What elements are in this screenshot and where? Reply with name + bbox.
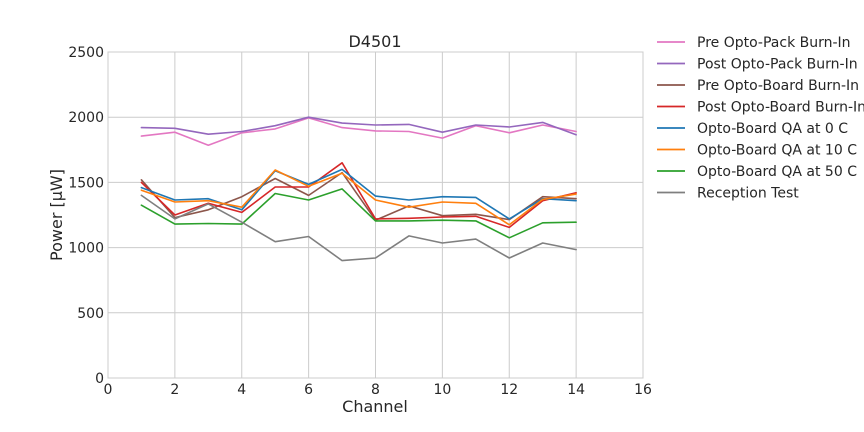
plot-area xyxy=(107,51,644,379)
legend-entry-label: Opto-Board QA at 50 C xyxy=(697,164,857,180)
legend-entry-label: Reception Test xyxy=(697,186,799,202)
x-tick-label: 2 xyxy=(170,382,179,398)
x-axis-ticks: 0 2 4 6 8 10 12 14 16 xyxy=(104,382,652,398)
x-axis-label: Channel xyxy=(342,397,408,416)
series-line-3 xyxy=(140,171,577,221)
legend: Pre Opto-Pack Burn-In Post Opto-Pack Burn… xyxy=(657,35,864,202)
y-tick-label: 1500 xyxy=(68,175,104,191)
series-group xyxy=(140,116,577,262)
series-line-8 xyxy=(140,194,577,262)
x-tick-label: 16 xyxy=(634,382,652,398)
y-tick-label: 0 xyxy=(95,371,104,387)
legend-entry-label: Opto-Board QA at 0 C xyxy=(697,121,848,137)
legend-entry-label: Post Opto-Pack Burn-In xyxy=(697,57,858,73)
legend-entry-label: Opto-Board QA at 10 C xyxy=(697,143,857,159)
series-line-7 xyxy=(140,188,577,239)
series-line-1 xyxy=(140,117,577,146)
x-tick-label: 12 xyxy=(500,382,518,398)
y-axis-label: Power [μW] xyxy=(47,169,66,261)
x-tick-label: 6 xyxy=(304,382,313,398)
y-tick-label: 2000 xyxy=(68,110,104,126)
x-tick-label: 4 xyxy=(237,382,246,398)
legend-entry-label: Pre Opto-Board Burn-In xyxy=(697,78,859,94)
legend-entry-label: Pre Opto-Pack Burn-In xyxy=(697,35,851,51)
x-tick-label: 10 xyxy=(433,382,451,398)
x-tick-label: 14 xyxy=(567,382,585,398)
x-tick-label: 8 xyxy=(371,382,380,398)
series-line-5 xyxy=(140,168,577,220)
series-line-2 xyxy=(140,116,577,136)
y-tick-label: 2500 xyxy=(68,45,104,61)
series-line-6 xyxy=(140,169,577,226)
chart-title: D4501 xyxy=(348,32,401,51)
y-tick-label: 1000 xyxy=(68,241,104,257)
legend-entry-label: Post Opto-Board Burn-In xyxy=(697,100,864,116)
y-tick-label: 500 xyxy=(77,306,104,322)
y-axis-ticks: 0 500 1000 1500 2000 2500 xyxy=(68,45,104,387)
x-tick-label: 0 xyxy=(104,382,113,398)
plot-border xyxy=(107,51,644,379)
series-line-4 xyxy=(140,162,577,229)
